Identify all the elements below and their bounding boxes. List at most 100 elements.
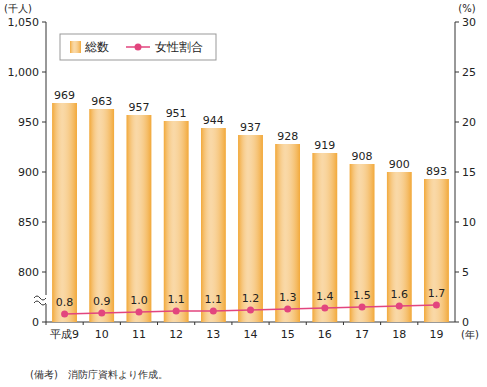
x-tick-label: 19 xyxy=(429,328,443,341)
y2-tick-label: 10 xyxy=(462,216,476,229)
x-tick xyxy=(269,322,270,325)
note: (備考) 消防庁資料より作成。 xyxy=(30,369,168,380)
legend-label: 総数 xyxy=(84,40,109,54)
y2-tick xyxy=(455,172,459,173)
y-tick xyxy=(42,72,46,73)
x-axis-title: (年) xyxy=(461,329,479,340)
y-tick-label: 900 xyxy=(18,166,39,179)
x-tick-label: 11 xyxy=(132,328,146,341)
y2-tick-label: 25 xyxy=(462,66,476,79)
y2-tick xyxy=(455,222,459,223)
line xyxy=(65,305,437,314)
y2-tick xyxy=(455,72,459,73)
bar xyxy=(201,128,226,322)
x-tick-label: 10 xyxy=(95,328,109,341)
bar-label: 937 xyxy=(240,121,261,134)
line-marker xyxy=(433,302,440,309)
line-label: 0.9 xyxy=(93,295,111,308)
bar-shade xyxy=(127,115,152,322)
y2-tick xyxy=(455,322,459,323)
x-tick xyxy=(306,322,307,325)
x-tick xyxy=(343,322,344,325)
line-marker xyxy=(396,303,403,310)
bar-shade xyxy=(90,109,115,322)
bar-shade xyxy=(313,153,338,322)
bar-shade xyxy=(387,172,412,322)
line-label: 0.8 xyxy=(56,296,74,309)
y-tick xyxy=(42,172,46,173)
bar-label: 900 xyxy=(389,158,410,171)
bar xyxy=(164,121,189,322)
bar-shade xyxy=(350,164,375,322)
x-tick-label: 17 xyxy=(355,328,369,341)
bar xyxy=(424,179,449,322)
line-marker xyxy=(61,311,68,318)
x-tick-label: 平成9 xyxy=(50,328,79,341)
line-marker xyxy=(321,305,328,312)
legend: 総数 女性割合 xyxy=(60,34,216,60)
legend-marker xyxy=(135,44,142,51)
bar-label: 957 xyxy=(128,101,149,114)
bar xyxy=(127,115,152,322)
legend-swatch-shade xyxy=(70,41,81,53)
axis-break xyxy=(34,295,49,305)
bar-label: 893 xyxy=(426,165,447,178)
x-tick xyxy=(194,322,195,325)
bar-shade xyxy=(238,135,263,322)
bar-label: 928 xyxy=(277,130,298,143)
y2-tick xyxy=(455,122,459,123)
line-label: 1.0 xyxy=(130,294,148,307)
y-tick-label: 850 xyxy=(18,216,39,229)
line-label: 1.7 xyxy=(428,287,446,300)
bar-shade xyxy=(424,179,449,322)
x-tick xyxy=(417,322,418,325)
x-tick-label: 14 xyxy=(244,328,258,341)
bar-label: 944 xyxy=(203,114,224,127)
bar-shade xyxy=(52,103,77,322)
line-label: 1.1 xyxy=(167,293,185,306)
legend-swatch xyxy=(70,41,81,53)
y2-tick-label: 30 xyxy=(462,16,476,29)
y-tick-label: 800 xyxy=(18,266,39,279)
bar-label: 951 xyxy=(166,107,187,120)
bar xyxy=(52,103,77,322)
line-marker xyxy=(284,306,291,313)
y-tick xyxy=(42,222,46,223)
x-tick-label: 12 xyxy=(169,328,183,341)
bar-shade xyxy=(201,128,226,322)
line-label: 1.3 xyxy=(279,291,297,304)
bar xyxy=(90,109,115,322)
y2-tick-label: 5 xyxy=(462,266,469,279)
y2-tick-label: 20 xyxy=(462,116,476,129)
x-tick xyxy=(231,322,232,325)
legend-label: 女性割合 xyxy=(155,40,203,54)
y-tick-label: 1,050 xyxy=(8,16,40,29)
line-label: 1.4 xyxy=(316,290,334,303)
y-axis-title: (千人) xyxy=(4,3,32,14)
data-labels: 9699639579519449379289199089008930.80.91… xyxy=(54,89,447,309)
y2-tick-label: 0 xyxy=(462,316,469,329)
y2-axis-title: (%) xyxy=(458,3,475,14)
bar-label: 919 xyxy=(314,139,335,152)
x-tick xyxy=(120,322,121,325)
y2-tick xyxy=(455,22,459,23)
y-tick xyxy=(42,322,46,323)
y-tick-label: 1,000 xyxy=(8,66,40,79)
line-marker xyxy=(98,310,105,317)
y2-tick-label: 15 xyxy=(462,166,476,179)
bar-shade xyxy=(275,144,300,322)
x-tick-label: 15 xyxy=(281,328,295,341)
line-marker xyxy=(247,307,254,314)
line-marker xyxy=(210,308,217,315)
x-tick-label: 16 xyxy=(318,328,332,341)
line-label: 1.6 xyxy=(390,288,408,301)
legend-box xyxy=(60,34,216,60)
bar xyxy=(275,144,300,322)
bar xyxy=(350,164,375,322)
line-label: 1.1 xyxy=(205,293,223,306)
bar-label: 908 xyxy=(352,150,373,163)
bar-shade xyxy=(164,121,189,322)
x-tick xyxy=(380,322,381,325)
line-label: 1.5 xyxy=(353,289,371,302)
y-tick xyxy=(42,22,46,23)
